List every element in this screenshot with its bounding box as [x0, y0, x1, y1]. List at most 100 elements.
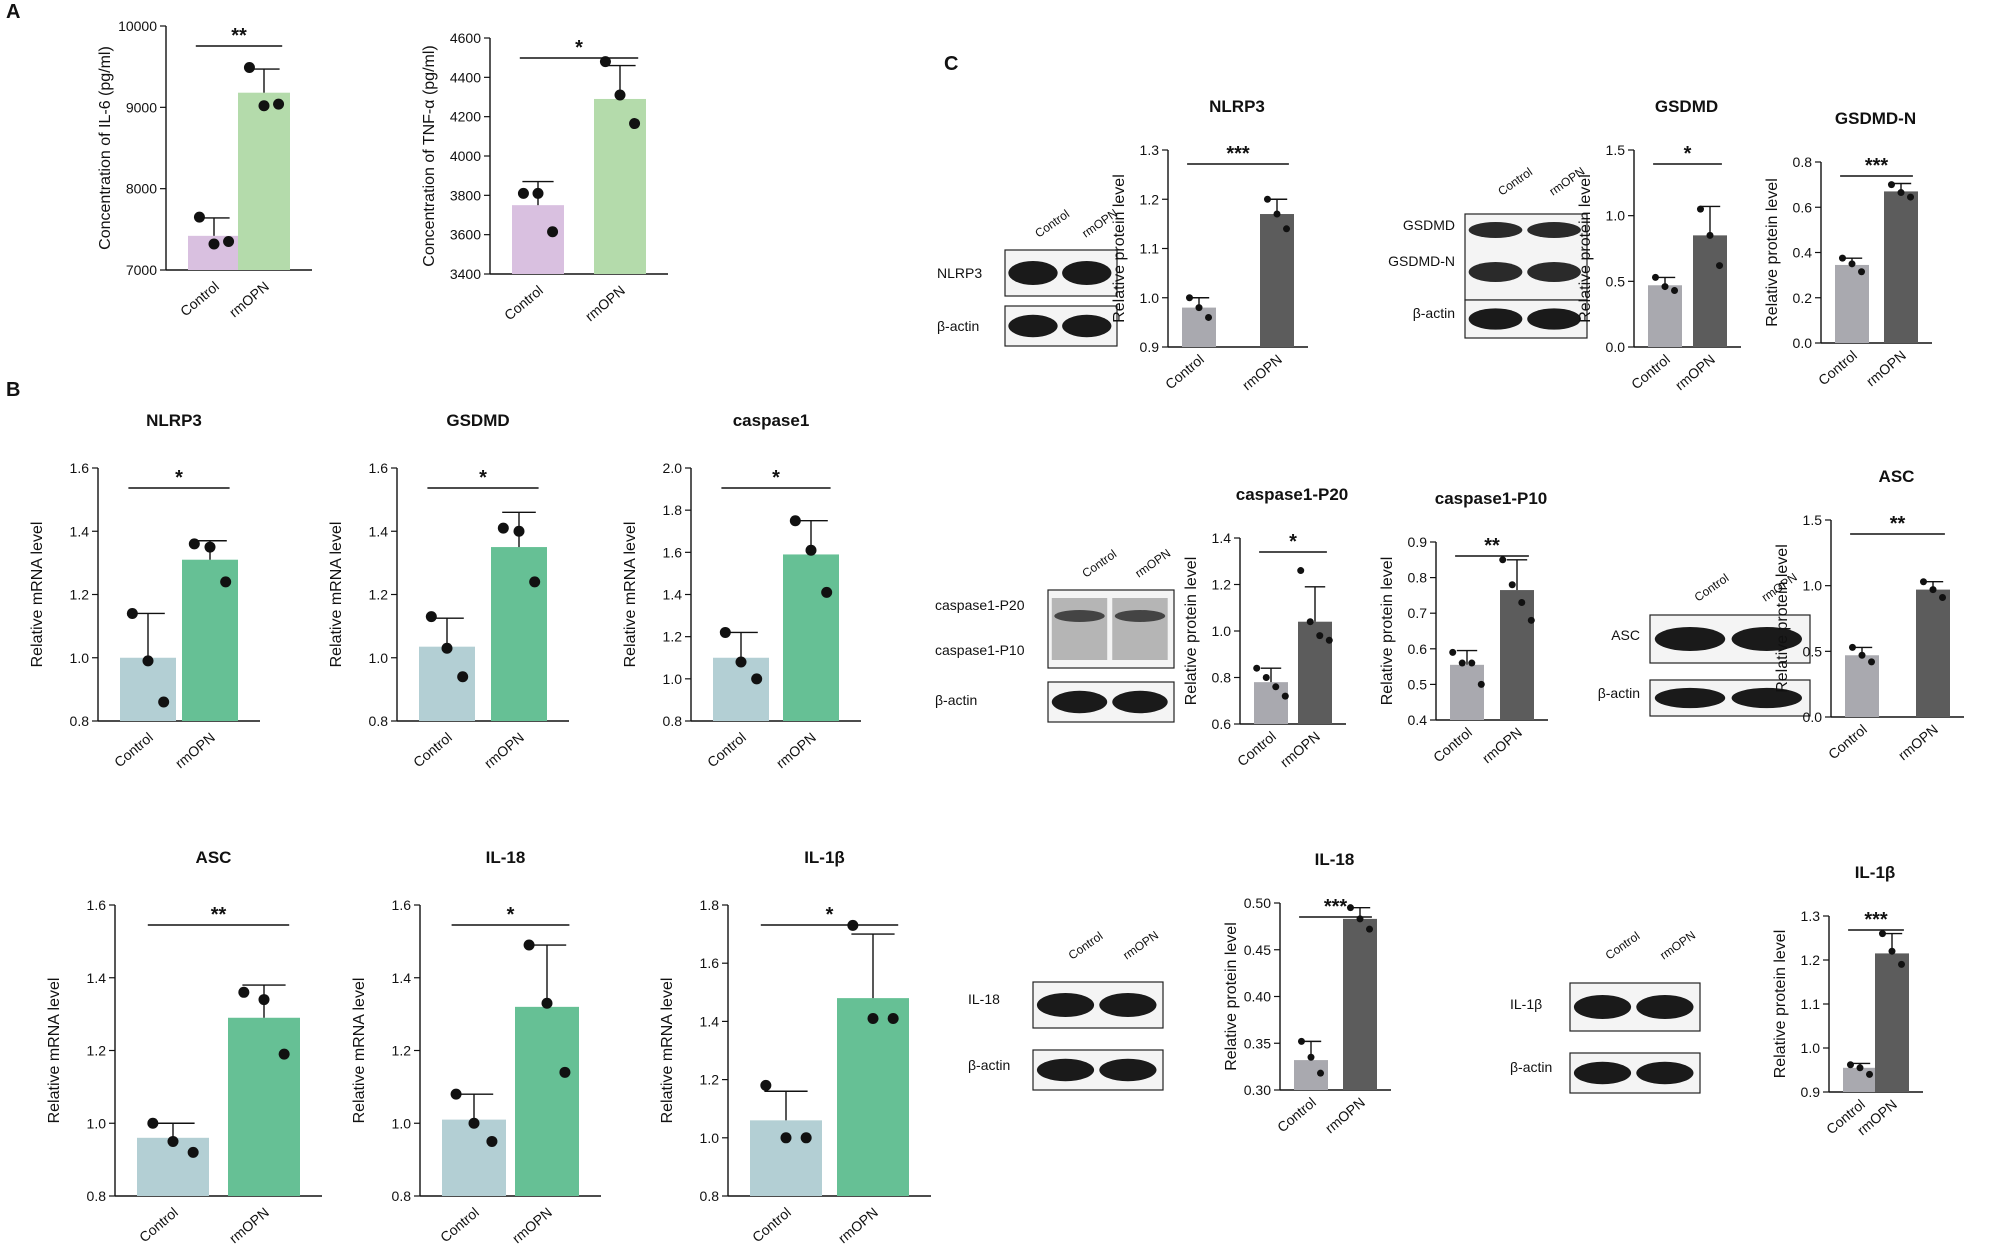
y-tick-label: 1.1	[1140, 241, 1160, 257]
data-point	[599, 56, 611, 68]
significance-stars: ***	[1865, 155, 1889, 177]
data-point	[167, 1135, 179, 1147]
significance-stars: *	[175, 467, 183, 489]
y-tick-label: 1.6	[392, 897, 412, 913]
data-point	[1651, 273, 1659, 281]
blot-header: Control	[1079, 547, 1119, 581]
y-tick-label: 1.3	[1140, 142, 1160, 158]
data-point	[1366, 925, 1374, 933]
data-point	[1868, 658, 1876, 666]
significance-stars: *	[479, 467, 487, 489]
x-tick-label: rmOPN	[773, 729, 819, 771]
bar-control	[137, 1137, 209, 1196]
data-point	[1273, 210, 1281, 218]
chart-9: 0.0 0.5 1.0 1.5 Relative protein level Contro…	[1577, 97, 1741, 393]
chart-title: IL-1β	[1855, 863, 1896, 882]
data-point	[1898, 960, 1906, 968]
y-tick-label: 1.1	[1801, 996, 1821, 1012]
y-tick-label: 0.8	[663, 713, 683, 729]
y-tick-label: 1.0	[1606, 208, 1626, 224]
data-point	[278, 1048, 290, 1060]
chart-8: 0.9 1.0 1.1 1.2 1.3 Relative protein level Con…	[1111, 97, 1308, 393]
y-tick-label: 0.6	[1793, 199, 1813, 215]
chart-title: GSDMD	[1655, 97, 1718, 116]
y-tick-label: 1.0	[1803, 578, 1823, 594]
data-point	[258, 994, 270, 1006]
y-tick-label: 1.2	[369, 587, 389, 603]
y-tick-label: 0.0	[1803, 709, 1823, 725]
blot-header: Control	[1066, 929, 1106, 963]
significance-stars: *	[1684, 143, 1692, 165]
significance-stars: *	[826, 904, 834, 926]
data-point	[1878, 930, 1886, 938]
blot-header: Control	[1692, 571, 1732, 605]
chart-title: IL-1β	[804, 848, 845, 867]
bar-control	[1182, 307, 1216, 347]
blot-band	[1731, 627, 1803, 651]
y-axis-label: Relative mRNA level	[659, 978, 676, 1124]
data-point	[1887, 181, 1895, 189]
blot-lane-label: caspase1-P20	[935, 597, 1025, 613]
data-point	[258, 100, 270, 112]
bar-rmopn	[491, 547, 547, 721]
y-tick-label: 0.30	[1244, 1082, 1271, 1098]
blot-lane-label: NLRP3	[937, 265, 982, 281]
chart-title: IL-18	[486, 848, 526, 867]
significance-stars: *	[507, 904, 515, 926]
bar-rmopn	[182, 559, 238, 721]
blot-band	[1062, 261, 1112, 285]
chart-title: ASC	[1879, 467, 1915, 486]
blot-band	[1051, 690, 1108, 714]
bar-rmopn	[238, 92, 290, 271]
x-tick-label: Control	[501, 282, 546, 323]
data-point	[243, 61, 255, 73]
data-point	[1897, 189, 1905, 197]
data-point	[1919, 578, 1927, 586]
x-tick-label: Control	[177, 278, 222, 319]
blot-5: Control rmOPN IL-1β β-actin	[1510, 928, 1701, 1094]
bar-control	[1648, 285, 1682, 347]
blot-header: Control	[1495, 165, 1535, 199]
blot-2: Control rmOPN caspase1-P20 caspase1-P10 β-ac…	[935, 546, 1175, 723]
data-point	[1858, 651, 1866, 659]
bar-control	[1450, 664, 1484, 720]
y-tick-label: 1.4	[70, 523, 90, 539]
chart-title: caspase1-P10	[1435, 489, 1547, 508]
data-point	[1716, 262, 1724, 270]
data-point	[147, 1117, 159, 1129]
y-tick-label: 4000	[450, 148, 481, 164]
x-tick-label: rmOPN	[1672, 351, 1718, 393]
chart-title: GSDMD	[446, 411, 509, 430]
blot-smear	[1112, 598, 1168, 660]
bar-control	[1843, 1067, 1877, 1092]
blot-lane-label: IL-18	[968, 991, 1000, 1007]
y-tick-label: 1.4	[392, 970, 412, 986]
y-tick-label: 1.6	[87, 897, 107, 913]
y-tick-label: 7000	[126, 262, 157, 278]
y-axis-label: Relative mRNA level	[46, 978, 63, 1124]
data-point	[1477, 680, 1485, 688]
blot-lane-label: β-actin	[1598, 685, 1640, 701]
bar-control	[1845, 655, 1879, 717]
x-tick-label: Control	[1162, 351, 1207, 392]
data-point	[1458, 659, 1466, 667]
data-point	[126, 607, 138, 619]
blot-band	[1036, 1058, 1095, 1082]
y-tick-label: 1.0	[663, 671, 683, 687]
bar-rmopn	[1693, 235, 1727, 347]
y-tick-label: 3600	[450, 227, 481, 243]
blot-band	[1468, 308, 1523, 330]
y-tick-label: 3400	[450, 266, 481, 282]
x-tick-label: Control	[111, 729, 156, 770]
chart-4: 0.8 1.0 1.2 1.4 1.6 1.8 2.0 Relative mRNA level…	[622, 411, 861, 771]
bar-rmopn	[1343, 918, 1377, 1090]
data-point	[1185, 294, 1193, 302]
significance-stars: **	[1484, 535, 1500, 557]
significance-stars: ***	[1864, 909, 1888, 931]
bar-control	[512, 205, 564, 274]
data-point	[614, 89, 626, 101]
y-axis-label: Relative mRNA level	[29, 522, 46, 668]
data-point	[204, 541, 216, 553]
y-tick-label: 1.0	[369, 650, 389, 666]
